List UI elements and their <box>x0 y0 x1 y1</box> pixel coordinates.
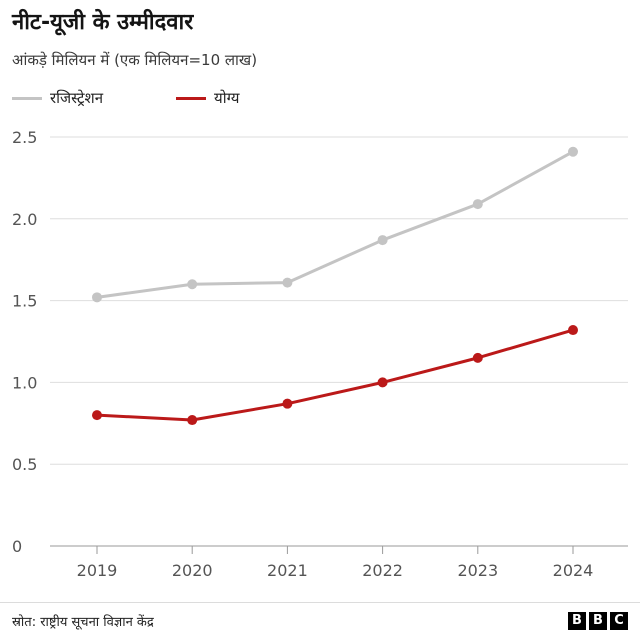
series-line-qualified <box>95 328 575 422</box>
logo-letter-b1: B <box>568 612 586 630</box>
data-point-registration <box>568 146 578 157</box>
data-point-qualified <box>92 410 102 421</box>
source-note: स्रोत: राष्ट्रीय सूचना विज्ञान केंद्र <box>12 615 154 630</box>
y-tick-label: 1.5 <box>12 292 37 311</box>
x-tick-label: 2023 <box>457 561 498 580</box>
y-tick-label: 2.5 <box>12 128 37 147</box>
y-tick-label: 2.0 <box>12 210 37 229</box>
legend-item-qualified: योग्य <box>176 88 240 108</box>
chart-subtitle: आंकड़े मिलियन में (एक मिलियन=10 लाख) <box>12 51 258 69</box>
data-point-qualified <box>377 377 388 388</box>
bbc-logo: B B C <box>568 612 628 630</box>
series-line-registration <box>95 150 575 299</box>
data-point-qualified <box>472 352 483 363</box>
legend-label-registration: रजिस्ट्रेशन <box>50 89 104 107</box>
data-point-registration <box>472 199 483 210</box>
logo-letter-c: C <box>610 612 628 630</box>
x-tick-label: 2022 <box>362 561 403 580</box>
footer-divider <box>0 602 640 603</box>
x-tick-label: 2019 <box>77 561 118 580</box>
data-point-qualified <box>568 325 578 336</box>
line-chart: 0 0.5 1.0 1.5 2.0 2.5 2019 2020 2021 2022 2023 2024 <box>12 128 628 580</box>
logo-letter-b2: B <box>589 612 607 630</box>
legend-label-qualified: योग्य <box>214 89 240 107</box>
x-tick-label: 2020 <box>172 561 213 580</box>
y-tick-label: 1.0 <box>12 373 37 392</box>
legend-swatch-registration <box>12 96 42 100</box>
data-point-qualified <box>187 415 198 426</box>
legend-swatch-qualified <box>176 96 206 100</box>
y-tick-label: 0.5 <box>12 455 37 474</box>
y-tick-label: 0 <box>12 537 22 556</box>
data-point-qualified <box>282 398 293 409</box>
x-tick-label: 2021 <box>267 561 308 580</box>
data-point-registration <box>377 235 388 246</box>
data-point-registration <box>92 292 102 303</box>
data-point-registration <box>282 277 293 288</box>
legend-item-registration: रजिस्ट्रेशन <box>12 88 103 108</box>
data-point-registration <box>187 279 198 290</box>
x-tick-label: 2024 <box>553 561 594 580</box>
chart-title: नीट-यूजी के उम्मीदवार <box>12 10 194 35</box>
